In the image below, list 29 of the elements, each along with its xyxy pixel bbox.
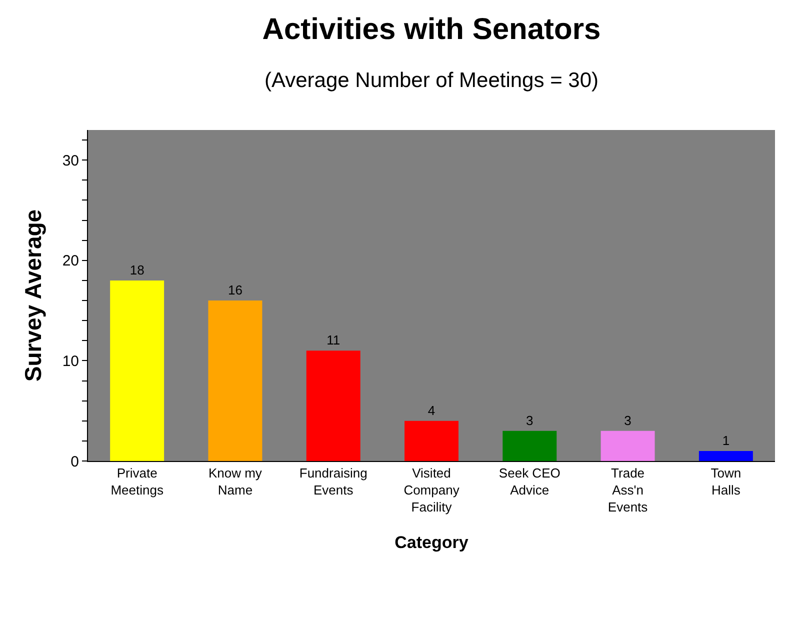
chart-subtitle: (Average Number of Meetings = 30) [264,68,599,92]
x-tick-label: Private Meetings [110,466,164,498]
data-label: 18 [130,262,144,278]
y-axis-title: Survey Average [20,209,46,382]
x-tick-label: Fundraising Events [299,466,368,498]
data-label: 11 [326,332,340,348]
bar [698,450,753,461]
x-tick-label: Know my Name [208,466,262,498]
bar [404,420,458,461]
x-tick-label: Town Halls [710,466,742,498]
y-tick-label: 0 [70,453,79,470]
y-tick-label: 30 [62,152,79,170]
bar [502,430,557,461]
bar [110,280,164,461]
x-axis-title: Category [394,532,469,552]
chart-title: Activities with Senators [262,12,601,46]
data-label: 4 [428,402,436,418]
data-label: 16 [228,282,242,298]
y-tick-label: 20 [62,252,79,270]
data-label: 3 [526,412,534,428]
x-tick-label: Trade Ass'n Events [608,466,648,514]
x-tick-label: Visited Company Facility [404,466,460,514]
x-tick-label: Seek CEO Advice [498,466,560,498]
bar [306,350,360,461]
bar [208,300,262,461]
bar [600,430,655,461]
data-label: 3 [624,412,632,428]
data-label: 1 [722,432,730,448]
y-tick-label: 10 [62,352,79,370]
